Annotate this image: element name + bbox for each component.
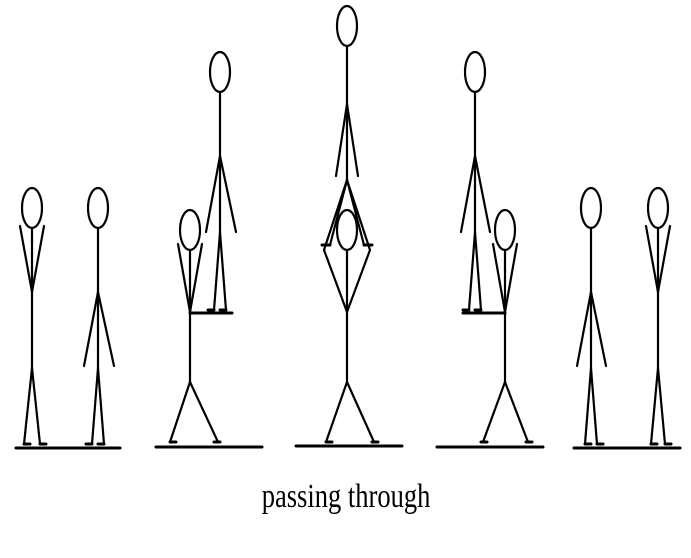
- figure-arms-raised: [644, 186, 673, 446]
- leg-left: [481, 380, 507, 444]
- leg-right: [96, 366, 106, 446]
- panel-4: [435, 50, 545, 449]
- leg-left: [90, 366, 100, 446]
- head: [493, 208, 517, 252]
- leg-right: [589, 366, 599, 446]
- arm-left: [491, 242, 507, 314]
- leg-right: [503, 380, 530, 444]
- figure-arms-raised: [18, 186, 48, 446]
- leg-right: [345, 380, 376, 444]
- base-figure: [322, 178, 380, 444]
- leg-right: [188, 380, 220, 444]
- arm-left: [18, 224, 34, 294]
- head: [20, 186, 44, 230]
- head: [463, 50, 487, 94]
- head: [86, 186, 110, 230]
- figure-arms-down: [575, 186, 608, 446]
- leg-right: [30, 366, 42, 446]
- arm-right: [473, 154, 492, 234]
- head: [646, 186, 670, 230]
- arm-left: [176, 242, 192, 314]
- head: [178, 208, 202, 252]
- top-figure: [320, 4, 374, 247]
- arm-right: [188, 242, 204, 314]
- arm-left: [82, 290, 100, 368]
- leg-left: [583, 366, 593, 446]
- leg-right: [218, 230, 228, 312]
- arm-left: [334, 102, 349, 178]
- leg-right: [345, 178, 366, 247]
- leg-left: [212, 230, 222, 312]
- base-figure: [479, 208, 534, 444]
- arm-left: [204, 154, 222, 234]
- panel-1: [14, 186, 122, 450]
- arm-right: [345, 178, 372, 314]
- leg-left: [22, 366, 34, 446]
- leg-left: [324, 380, 349, 444]
- figure-arms-down: [82, 186, 116, 446]
- arm-left: [644, 224, 660, 294]
- panel-3: [294, 4, 404, 448]
- base-figure: [168, 208, 222, 444]
- arm-right: [656, 224, 672, 294]
- panel-2: [154, 50, 264, 449]
- arm-right: [96, 290, 116, 368]
- leg-right: [656, 366, 667, 446]
- arm-right: [589, 290, 608, 368]
- head: [335, 4, 359, 48]
- leg-right: [473, 230, 483, 312]
- arm-left: [459, 154, 477, 234]
- head: [579, 186, 603, 230]
- leg-left: [328, 178, 349, 247]
- panel-5: [572, 186, 682, 450]
- leg-left: [649, 366, 660, 446]
- leg-left: [467, 230, 477, 312]
- arm-right: [345, 102, 360, 178]
- arm-left: [322, 178, 349, 314]
- diagram-caption: passing through: [261, 478, 431, 515]
- arm-right: [503, 242, 519, 314]
- top-figure: [204, 50, 238, 312]
- arm-left: [575, 290, 593, 368]
- head: [208, 50, 232, 94]
- arm-right: [30, 224, 46, 294]
- head: [335, 208, 359, 252]
- arm-right: [218, 154, 238, 234]
- top-figure: [459, 50, 492, 312]
- leg-left: [168, 380, 192, 444]
